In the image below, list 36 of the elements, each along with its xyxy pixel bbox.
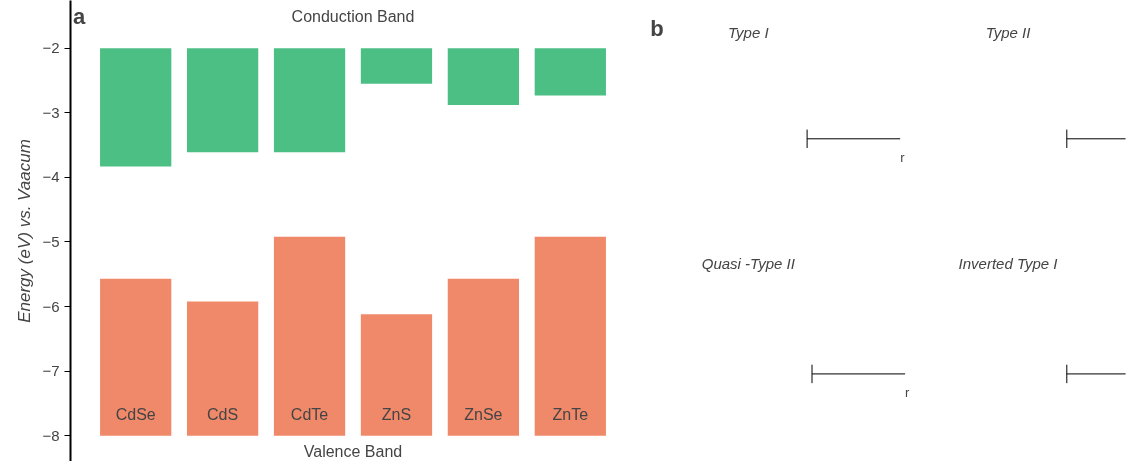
text: Type I [728, 24, 769, 42]
bar [273, 48, 346, 153]
bar [360, 314, 433, 436]
x-tick-label: ZnTe [552, 405, 589, 423]
bar [447, 48, 520, 106]
text: r [905, 384, 911, 400]
x-tick-label: CdSe [115, 405, 156, 423]
annotation: Conduction Band [291, 8, 415, 26]
text: a [73, 3, 87, 29]
bar [186, 48, 259, 153]
y-tick-label: −8 [42, 426, 60, 444]
bar [100, 48, 172, 167]
text: Quasi -Type II [701, 254, 795, 272]
y-tick-label: −2 [42, 39, 60, 57]
annotation: Valence Band [303, 443, 403, 461]
bar [534, 236, 606, 436]
text: Inverted Type I [958, 254, 1058, 272]
x-tick-label: ZnSe [464, 405, 503, 423]
x-tick-label: CdS [207, 405, 239, 423]
y-tick-label: −6 [42, 297, 60, 315]
text: r [900, 149, 906, 165]
bar [534, 48, 606, 96]
text: b [650, 15, 664, 41]
y-tick-label: −4 [42, 168, 60, 186]
bar [186, 301, 259, 436]
bar [273, 236, 346, 436]
text: Type II [985, 24, 1031, 42]
bar [447, 278, 520, 436]
y-tick-label: −5 [42, 232, 60, 250]
x-tick-label: CdTe [290, 405, 329, 423]
y-tick-label: −3 [42, 103, 60, 121]
y-axis-title: Energy (eV) vs. Vaacum [15, 139, 35, 323]
y-tick-label: −7 [42, 362, 60, 380]
bar [360, 48, 433, 84]
x-tick-label: ZnS [381, 405, 412, 423]
bar [100, 278, 172, 436]
